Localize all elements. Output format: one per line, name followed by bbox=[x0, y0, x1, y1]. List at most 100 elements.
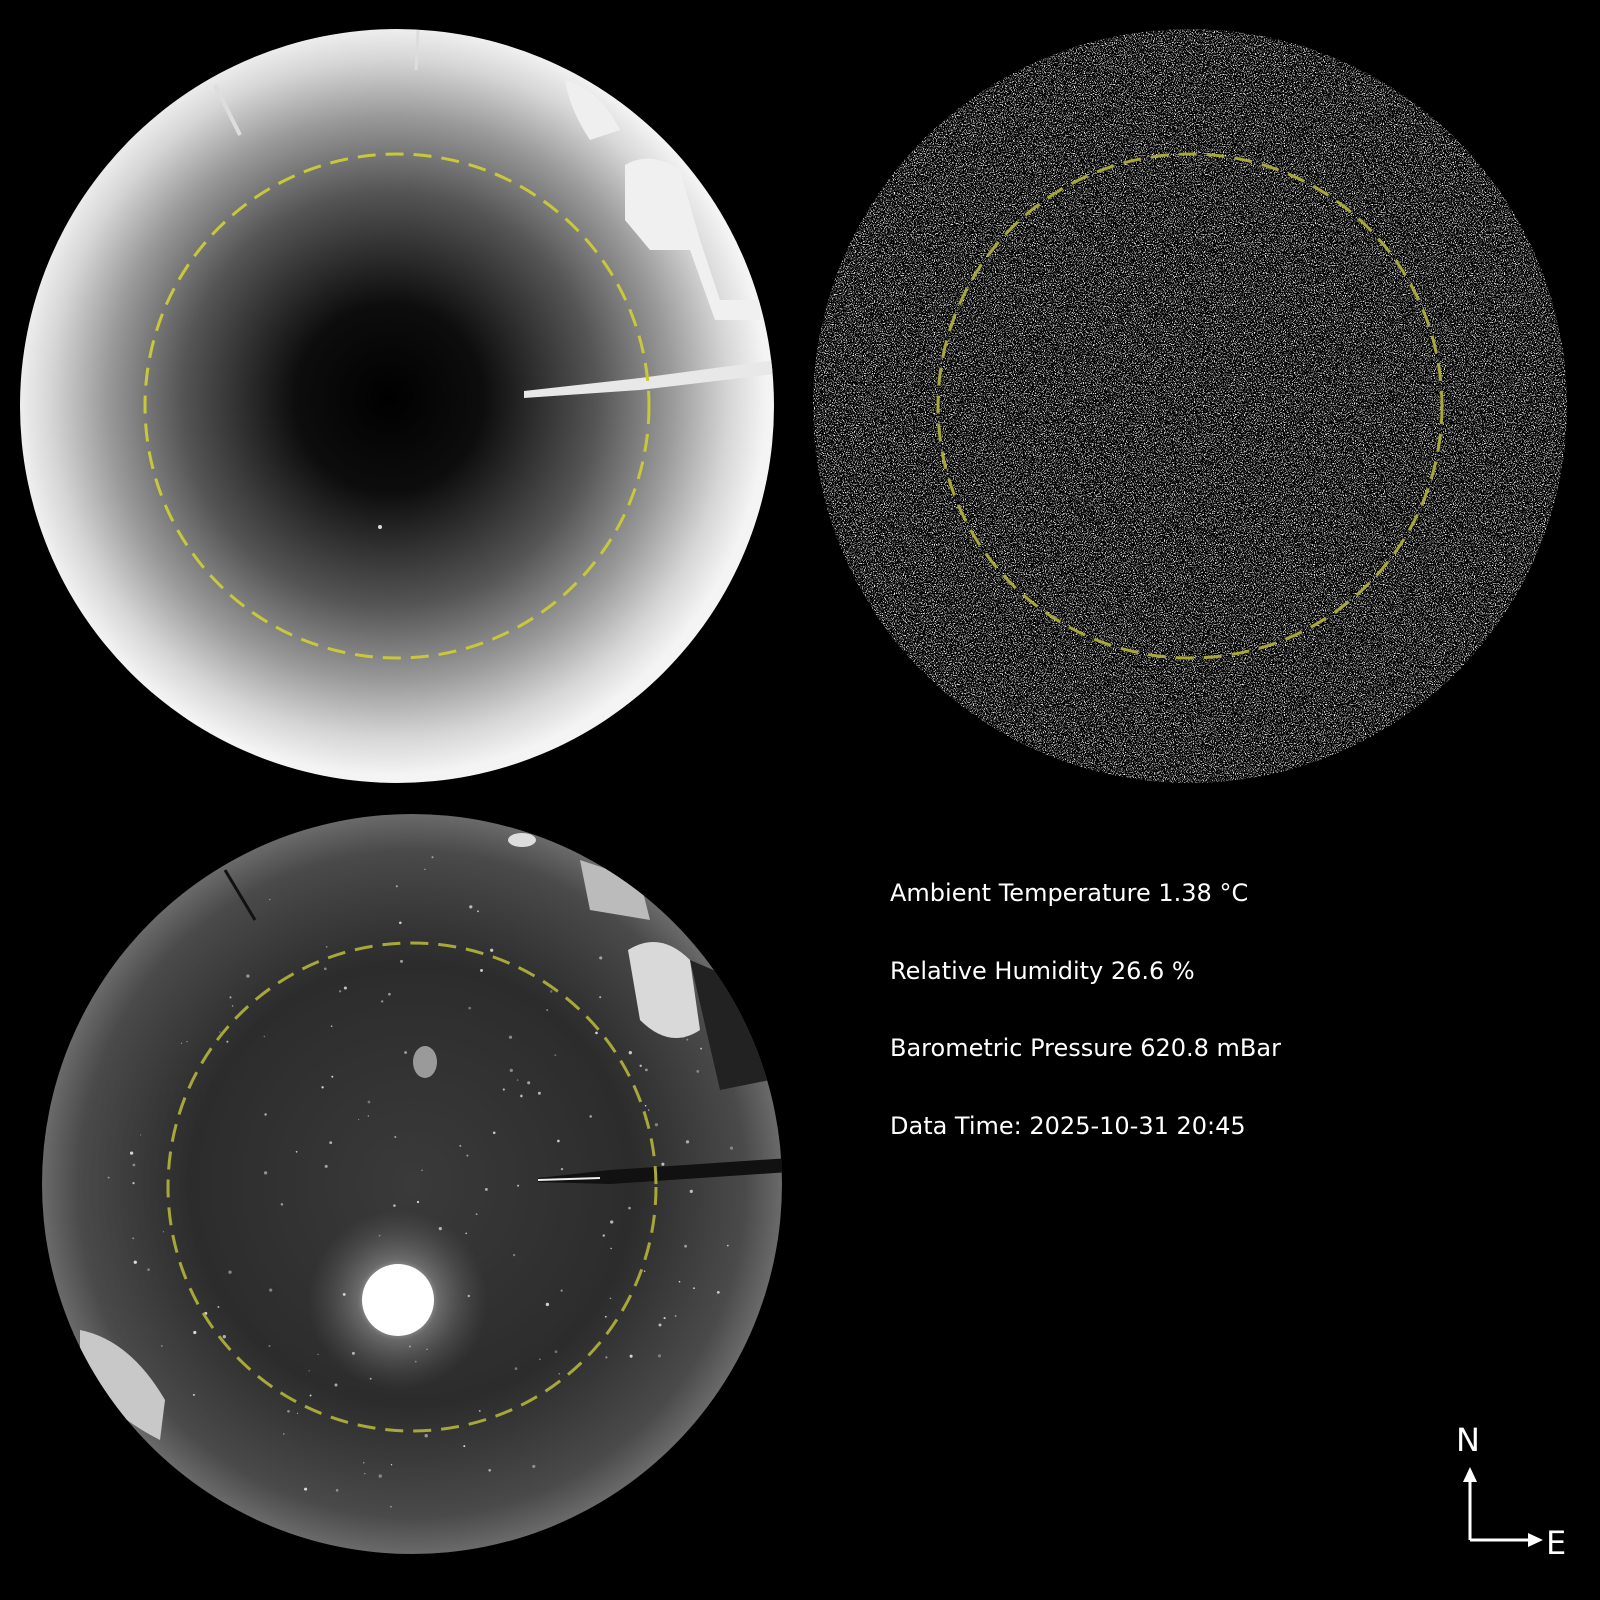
star bbox=[550, 990, 553, 993]
star bbox=[193, 1330, 197, 1335]
star bbox=[129, 1151, 134, 1155]
star bbox=[338, 990, 342, 993]
star bbox=[605, 1356, 608, 1359]
star bbox=[644, 1104, 647, 1107]
star bbox=[287, 1409, 290, 1413]
star bbox=[599, 996, 602, 999]
star bbox=[283, 1433, 285, 1435]
star bbox=[532, 1464, 536, 1468]
star bbox=[229, 996, 232, 999]
sky-camera-bottom-left bbox=[42, 814, 782, 1554]
star bbox=[554, 1350, 558, 1354]
star bbox=[132, 1182, 135, 1185]
star bbox=[324, 1164, 328, 1168]
sky-disk-top-left bbox=[20, 29, 774, 783]
star bbox=[604, 1315, 607, 1318]
star bbox=[162, 1231, 165, 1233]
star bbox=[599, 956, 603, 960]
star bbox=[516, 1079, 519, 1081]
star bbox=[689, 1189, 693, 1194]
star bbox=[231, 1005, 234, 1007]
star bbox=[331, 1075, 334, 1078]
star bbox=[186, 1041, 188, 1043]
star bbox=[628, 1051, 632, 1055]
star bbox=[226, 1040, 229, 1043]
east-arrowhead-icon bbox=[1528, 1533, 1543, 1547]
star bbox=[222, 1335, 226, 1339]
star bbox=[693, 1287, 695, 1290]
ambient-temperature: Ambient Temperature 1.38 °C bbox=[890, 879, 1249, 907]
star bbox=[330, 1025, 333, 1028]
relative-humidity: Relative Humidity 26.6 % bbox=[890, 957, 1195, 985]
star bbox=[399, 921, 402, 925]
star bbox=[609, 1297, 612, 1300]
star bbox=[399, 959, 404, 963]
moon bbox=[362, 1264, 434, 1336]
star bbox=[468, 1006, 472, 1010]
star bbox=[132, 1163, 136, 1167]
star bbox=[589, 1115, 592, 1118]
star bbox=[658, 1323, 662, 1327]
star bbox=[304, 1487, 308, 1491]
star bbox=[610, 1247, 612, 1250]
star bbox=[477, 910, 479, 913]
star bbox=[647, 1109, 650, 1111]
star bbox=[684, 1244, 687, 1248]
star bbox=[133, 1260, 137, 1264]
star bbox=[395, 885, 398, 888]
star bbox=[484, 1187, 488, 1191]
star bbox=[628, 1206, 631, 1210]
star bbox=[317, 1353, 319, 1356]
star bbox=[663, 1317, 666, 1320]
star bbox=[557, 1139, 560, 1143]
star bbox=[263, 1035, 266, 1038]
star bbox=[595, 1031, 598, 1035]
star bbox=[367, 1115, 370, 1117]
star bbox=[490, 948, 494, 952]
star bbox=[539, 1358, 541, 1361]
star bbox=[132, 1237, 135, 1240]
star bbox=[716, 1291, 720, 1294]
star bbox=[520, 1094, 523, 1097]
star bbox=[421, 1169, 423, 1172]
star bbox=[390, 1505, 392, 1508]
star bbox=[475, 1213, 478, 1216]
star bbox=[685, 1140, 690, 1144]
star bbox=[678, 1280, 681, 1283]
ring-top-right bbox=[936, 152, 1444, 660]
star bbox=[192, 1393, 195, 1396]
star bbox=[517, 1184, 520, 1187]
star bbox=[321, 1086, 324, 1089]
boom-rod-top-left bbox=[524, 360, 774, 398]
star bbox=[364, 1472, 366, 1475]
star bbox=[329, 1141, 333, 1145]
star bbox=[424, 868, 426, 871]
sky-camera-top-right bbox=[813, 29, 1567, 783]
star bbox=[323, 967, 327, 971]
star bbox=[545, 1302, 550, 1307]
star bbox=[217, 1306, 220, 1308]
star bbox=[466, 1154, 469, 1157]
star bbox=[264, 1113, 267, 1116]
star bbox=[393, 1204, 396, 1207]
star bbox=[463, 1445, 466, 1448]
star bbox=[657, 1354, 662, 1358]
star bbox=[325, 945, 328, 948]
noise-field-top-right bbox=[813, 29, 1567, 783]
star bbox=[424, 1434, 428, 1438]
star bbox=[363, 1462, 365, 1464]
sky-disk-bottom-left bbox=[42, 814, 782, 1554]
star bbox=[459, 1144, 462, 1147]
ring-top-left bbox=[143, 152, 651, 660]
star bbox=[378, 1474, 382, 1478]
star bbox=[520, 1095, 523, 1098]
star bbox=[696, 1070, 700, 1073]
star bbox=[488, 1469, 492, 1472]
star bbox=[404, 1051, 407, 1054]
star bbox=[508, 1035, 513, 1039]
star bbox=[160, 1345, 163, 1347]
star bbox=[700, 1047, 703, 1050]
star bbox=[269, 1288, 273, 1292]
